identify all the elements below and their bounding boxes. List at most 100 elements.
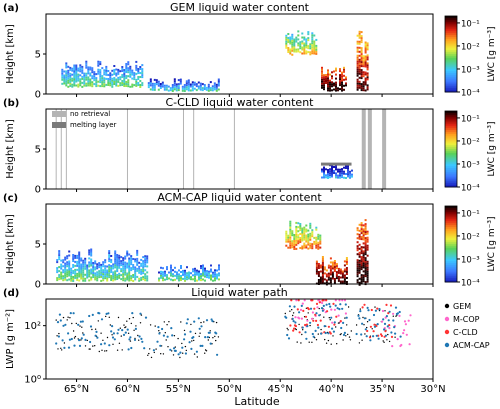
- lwc-cell: [347, 165, 349, 168]
- lwc-cell: [291, 230, 294, 233]
- lwc-cell: [108, 266, 111, 269]
- lwc-cell: [96, 273, 99, 276]
- data-point: [324, 338, 326, 341]
- lwc-cell: [299, 239, 302, 241]
- lwc-cell: [333, 260, 336, 262]
- lwc-cell: [136, 267, 139, 270]
- lwc-cell: [366, 238, 369, 241]
- lwc-cell: [321, 70, 323, 73]
- lwc-cell: [111, 81, 114, 84]
- data-point: [318, 314, 321, 317]
- lwc-cell: [75, 80, 78, 83]
- lwc-cell: [303, 234, 306, 237]
- data-point: [91, 313, 94, 316]
- colorbar-cell: [445, 274, 457, 277]
- y-tick-label: 5: [35, 240, 41, 251]
- lwc-cell: [289, 238, 292, 241]
- lwc-cell: [141, 68, 144, 71]
- data-point: [342, 321, 345, 324]
- lwc-cell: [345, 173, 347, 175]
- data-point: [210, 318, 213, 321]
- lwc-cell: [189, 89, 192, 92]
- data-point: [302, 309, 305, 312]
- lwc-cell: [204, 279, 206, 282]
- lwc-cell: [289, 244, 292, 247]
- data-point: [84, 345, 87, 347]
- lwc-cell: [83, 80, 86, 83]
- lwc-cell: [356, 275, 359, 278]
- data-point: [105, 312, 108, 315]
- lwc-cell: [186, 278, 188, 281]
- data-point: [57, 335, 61, 338]
- lwc-cell: [333, 264, 336, 266]
- colorbar-cell: [445, 211, 457, 215]
- data-point: [68, 338, 71, 341]
- lwc-cell: [291, 41, 294, 44]
- lwc-cell: [362, 266, 365, 269]
- lwc-cell: [180, 275, 182, 277]
- lwc-cell: [303, 44, 306, 47]
- lwc-cell: [134, 258, 137, 261]
- lwc-cell: [195, 85, 198, 88]
- data-point: [396, 338, 399, 341]
- data-point: [174, 346, 176, 348]
- lwc-cell: [305, 246, 308, 249]
- data-point: [161, 327, 164, 331]
- lwc-cell: [289, 232, 292, 235]
- lwc-cell: [356, 86, 359, 89]
- colorbar-cell: [445, 35, 457, 38]
- lwc-cell: [315, 262, 318, 265]
- lwc-cell: [84, 257, 87, 260]
- lwc-cell: [217, 80, 220, 83]
- lwc-cell: [113, 81, 116, 83]
- lwc-cell: [313, 34, 316, 37]
- colorbar-cell: [445, 74, 457, 78]
- lwc-cell: [98, 264, 101, 267]
- lwc-cell: [102, 261, 105, 264]
- lwc-cell: [309, 236, 312, 239]
- lwc-cell: [337, 174, 339, 177]
- lwc-cell: [303, 242, 306, 245]
- lwc-cell: [358, 76, 361, 79]
- lwc-cell: [117, 76, 120, 79]
- lwc-cell: [111, 83, 114, 86]
- lwc-cell: [182, 277, 184, 280]
- lwc-cell: [125, 83, 128, 85]
- lwc-cell: [173, 80, 176, 83]
- data-point: [403, 320, 407, 323]
- lwc-cell: [90, 278, 93, 281]
- lwc-cell: [343, 280, 346, 283]
- lwc-cell: [358, 253, 361, 256]
- lwc-cell: [311, 50, 314, 53]
- lwc-cell: [307, 45, 310, 48]
- lwc-cell: [341, 81, 343, 84]
- data-point: [179, 351, 182, 354]
- lwc-cell: [112, 277, 115, 280]
- lwc-cell: [141, 70, 144, 73]
- lwc-cell: [75, 66, 78, 69]
- lwc-cell: [319, 246, 322, 249]
- data-point: [148, 352, 150, 355]
- lwc-cell: [92, 268, 95, 270]
- lwc-cell: [108, 252, 111, 255]
- lwc-cell: [140, 264, 143, 267]
- lwc-cell: [315, 240, 318, 243]
- lwc-cell: [337, 271, 340, 274]
- lwc-cell: [142, 276, 145, 279]
- data-point: [315, 339, 318, 341]
- lwc-cell: [321, 176, 323, 179]
- lwc-cell: [341, 168, 343, 171]
- lwc-cell: [321, 86, 323, 89]
- lwc-cell: [68, 274, 71, 277]
- lwc-cell: [323, 282, 326, 285]
- data-point: [339, 320, 342, 323]
- lwc-cell: [358, 229, 361, 232]
- lwc-cell: [67, 79, 70, 82]
- series-gem: [55, 306, 398, 359]
- lwc-cell: [115, 82, 118, 85]
- data-point: [386, 339, 388, 341]
- data-point: [388, 324, 391, 327]
- data-point: [340, 333, 342, 335]
- lwc-cell: [321, 168, 323, 171]
- lwc-cell: [366, 86, 369, 89]
